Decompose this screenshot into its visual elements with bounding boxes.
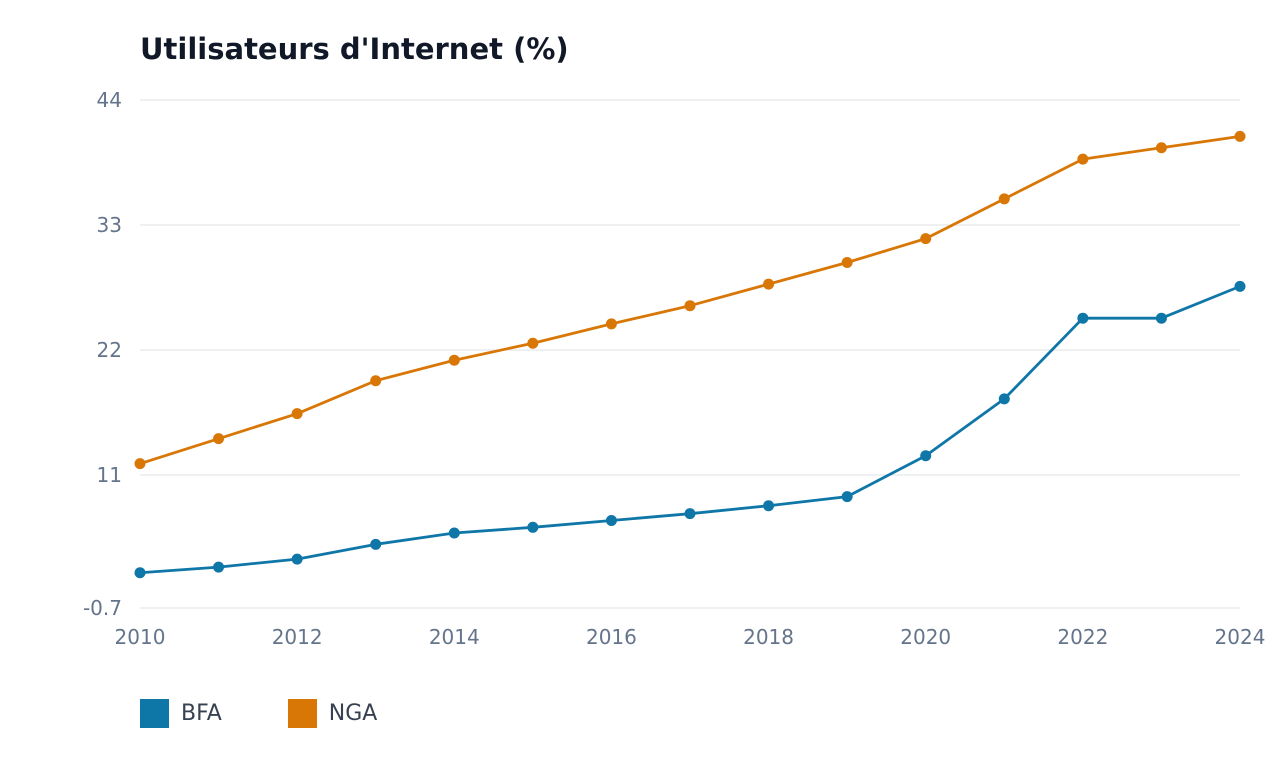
series-line-bfa <box>139 285 1241 575</box>
data-point-bfa <box>920 450 932 462</box>
data-point-bfa <box>134 567 146 579</box>
x-tick-label: 2022 <box>1057 625 1108 649</box>
x-tick-label: 2010 <box>115 625 166 649</box>
y-tick-label: 22 <box>97 338 122 362</box>
data-point-nga <box>1155 142 1167 154</box>
x-tick-label: 2016 <box>586 625 637 649</box>
x-tick-label: 2012 <box>272 625 323 649</box>
series-nga <box>134 130 1246 470</box>
y-tick-label: -0.7 <box>83 596 122 620</box>
data-point-nga <box>920 233 932 245</box>
legend-swatch-nga <box>287 699 317 728</box>
data-point-nga <box>448 354 460 366</box>
data-point-nga <box>1234 130 1246 142</box>
data-point-bfa <box>605 514 617 526</box>
x-tick-label: 2024 <box>1215 625 1266 649</box>
x-tick-label: 2014 <box>429 625 480 649</box>
x-tick-label: 2020 <box>900 625 951 649</box>
data-point-nga <box>998 193 1010 205</box>
data-point-bfa <box>291 553 303 565</box>
grid-lines <box>140 99 1240 609</box>
data-point-nga <box>527 337 539 349</box>
data-point-bfa <box>1234 280 1246 292</box>
data-point-nga <box>684 300 696 312</box>
series-lines <box>134 130 1246 579</box>
data-point-nga <box>134 458 146 470</box>
data-point-bfa <box>370 538 382 550</box>
data-point-bfa <box>1077 312 1089 324</box>
chart-title: Utilisateurs d'Internet (%) <box>140 32 569 66</box>
legend-label-nga: NGA <box>328 701 378 726</box>
data-point-nga <box>841 257 853 269</box>
legend-label-bfa: BFA <box>181 701 222 726</box>
y-tick-label: 11 <box>97 463 122 487</box>
data-point-bfa <box>527 521 539 533</box>
legend-swatch-bfa <box>140 699 169 728</box>
data-point-nga <box>213 433 225 445</box>
y-tick-label: 33 <box>97 213 122 237</box>
data-point-nga <box>763 278 775 290</box>
data-point-bfa <box>213 561 225 573</box>
x-tick-label: 2018 <box>743 625 794 649</box>
data-point-bfa <box>448 527 460 539</box>
legend: BFA NGA <box>140 699 377 728</box>
x-axis-ticks: 2010 2012 2014 2016 2018 2020 2022 2024 <box>115 625 1266 649</box>
series-line-nga <box>139 134 1241 466</box>
data-point-nga <box>291 408 303 420</box>
legend-item-nga[interactable]: NGA <box>287 699 378 728</box>
data-point-bfa <box>998 393 1010 405</box>
data-point-nga <box>605 318 617 330</box>
y-tick-label: 44 <box>97 88 122 112</box>
data-point-bfa <box>1155 312 1167 324</box>
y-axis-ticks: 44 33 22 11 -0.7 <box>83 88 122 620</box>
data-point-bfa <box>841 491 853 503</box>
data-point-nga <box>370 375 382 387</box>
data-point-nga <box>1077 153 1089 165</box>
series-bfa <box>134 280 1246 579</box>
data-point-bfa <box>763 500 775 512</box>
legend-item-bfa[interactable]: BFA <box>140 699 222 728</box>
data-point-bfa <box>684 508 696 520</box>
